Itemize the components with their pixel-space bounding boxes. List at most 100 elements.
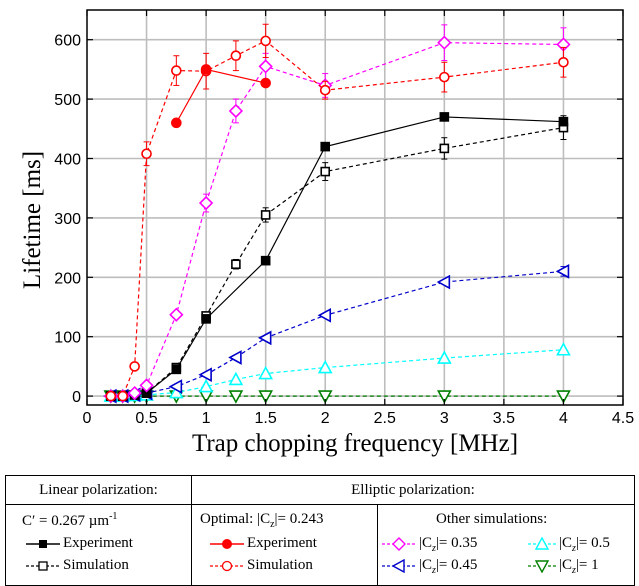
legend-lin-sim: Simulation <box>26 557 129 574</box>
legend-cz05-z: z <box>572 543 576 554</box>
linear-header: Linear polarization: <box>5 475 192 505</box>
opt-sim-point <box>171 65 182 76</box>
y-tick-label: 500 <box>54 92 81 109</box>
linear-param-label: C′ = 0.267 µm <box>22 513 110 529</box>
sim-035-line <box>110 42 564 397</box>
lin-sim-point <box>439 143 450 154</box>
chart-ticks: 0 0.5 1 1.5 2 2.5 3 3.5 4 4.5 0 100 200 300 400 500 600 <box>54 10 634 427</box>
opt-sim-point <box>439 71 450 83</box>
sim-035-point <box>127 385 142 401</box>
legend-cz1-z: z <box>572 565 576 576</box>
legend-cz05-label: |= 0.5 <box>575 535 610 551</box>
elliptic-header: Elliptic polarization: <box>191 475 635 505</box>
legend-opt-exp-label: Experiment <box>247 535 317 551</box>
opt-sim-point <box>319 84 331 96</box>
optimal-label-text: Optimal: |C <box>200 511 271 527</box>
legend-cz035-swatch <box>382 536 416 551</box>
optimal-cell: Optimal: |Cz|= 0.243 Experiment Simulati… <box>191 504 378 586</box>
sim-1-point <box>436 390 452 404</box>
legend-cz05-c: |C <box>559 535 573 551</box>
y-axis-label: Lifetime [ms] <box>19 151 46 289</box>
chart-series <box>103 23 571 404</box>
lin-exp-point <box>260 255 271 266</box>
y-tick-label: 200 <box>54 270 81 287</box>
x-axis-label: Trap chopping frequency [MHz] <box>192 430 518 457</box>
legend-lin-exp-swatch <box>26 539 60 548</box>
linear-param-exp: -1 <box>109 511 118 522</box>
lin-exp-point <box>320 141 331 152</box>
y-tick-label: 100 <box>54 330 81 347</box>
sim-05-point <box>436 350 452 364</box>
sim-045-point <box>228 350 242 365</box>
lin-exp-point <box>558 116 569 127</box>
legend-cz045-z: z <box>432 565 436 576</box>
lin-exp-point <box>171 364 182 375</box>
opt-exp-point <box>260 77 271 89</box>
sim-045-point <box>436 274 451 290</box>
sim-05-point <box>258 365 274 380</box>
legend-opt-sim: Simulation <box>210 557 313 574</box>
sim-035-point <box>139 378 154 393</box>
legend-lin-sim-swatch <box>26 560 60 571</box>
opt-sim-point <box>105 390 117 402</box>
lin-exp-point <box>201 314 211 324</box>
x-tick-label: 3.5 <box>493 410 515 427</box>
sim-1-point <box>317 390 333 404</box>
x-tick-label: 2.5 <box>374 410 396 427</box>
y-tick-label: 300 <box>54 211 81 228</box>
linear-cell: C′ = 0.267 µm-1 Experiment Simulation <box>5 504 192 586</box>
x-tick-label: 0 <box>83 410 92 427</box>
legend-cz1-swatch <box>528 559 556 573</box>
opt-exp-point <box>200 64 212 75</box>
sim-045-point <box>198 367 212 383</box>
x-tick-label: 0.5 <box>135 410 157 427</box>
sim-05-point <box>317 359 333 374</box>
legend-lin-exp-label: Experiment <box>63 535 133 551</box>
chart-grid <box>87 10 623 405</box>
other-header: Other simulations: <box>436 511 548 527</box>
legend-cz05: |Cz|= 0.5 <box>528 535 610 554</box>
lifetime-chart: 0 0.5 1 1.5 2 2.5 3 3.5 4 4.50100200300400500600 … <box>19 9 634 457</box>
legend-cz035-label: |= 0.35 <box>435 535 478 551</box>
x-tick-label: 2 <box>321 410 330 427</box>
series-opt-sim <box>105 23 569 402</box>
optimal-label-value: |= 0.243 <box>274 511 324 527</box>
sim-035-point <box>437 35 452 50</box>
legend-cz1-c: |C <box>559 557 573 573</box>
sim-035-point <box>198 195 214 211</box>
x-tick-label: 4 <box>559 410 568 427</box>
opt-sim-point <box>117 390 129 402</box>
legend-cz045-label: |= 0.45 <box>435 557 478 573</box>
legend-lin-exp: Experiment <box>26 535 133 552</box>
x-tick-label: 1.5 <box>255 410 277 427</box>
legend-opt-exp: Experiment <box>210 535 317 552</box>
sim-045-point <box>257 330 272 346</box>
sim-035-point <box>258 59 273 74</box>
linear-param: C′ = 0.267 µm-1 <box>22 511 117 530</box>
opt-sim-point <box>141 148 152 160</box>
series-opt-exp <box>171 64 271 129</box>
legend-cz045-c: |C <box>419 557 433 573</box>
x-tick-label: 3 <box>440 410 449 427</box>
sim-045-point <box>555 264 570 279</box>
legend-opt-sim-swatch <box>210 560 244 571</box>
y-tick-label: 0 <box>72 389 81 406</box>
chart-axes <box>86 9 624 406</box>
plot-background <box>87 10 623 405</box>
sim-05-point <box>198 378 214 393</box>
legend-table: Linear polarization: Elliptic polarizati… <box>5 475 635 586</box>
legend-cz035-c: |C <box>419 535 433 551</box>
sim-035-point <box>169 307 184 322</box>
y-tick-label: 600 <box>54 33 81 50</box>
legend-opt-exp-swatch <box>210 538 244 549</box>
sim-045-point <box>317 307 332 323</box>
sim-1-point <box>258 390 274 404</box>
opt-sim-point <box>260 35 271 47</box>
y-tick-label: 400 <box>54 151 81 168</box>
x-tick-label: 1 <box>202 410 211 427</box>
legend-lin-sim-label: Simulation <box>63 557 129 573</box>
lin-exp-point <box>439 112 450 122</box>
legend-cz035-z: z <box>432 543 436 554</box>
legend-cz035: |Cz|= 0.35 <box>382 535 477 554</box>
lin-sim-point <box>320 166 331 177</box>
